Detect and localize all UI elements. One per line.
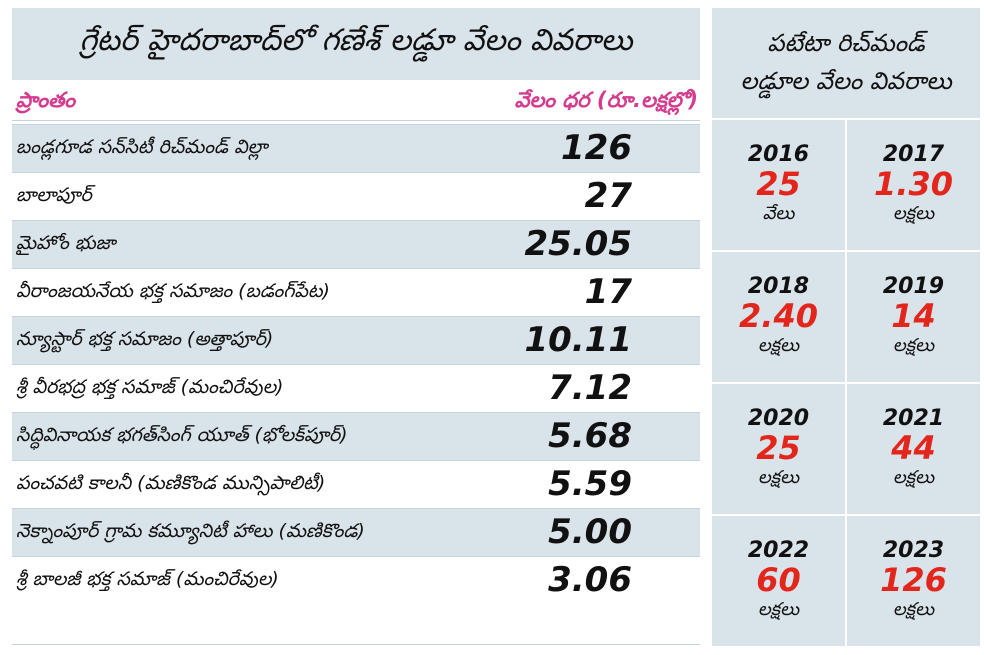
row-place: మైహోం భుజా [16,232,116,254]
row-place: బాలాపూర్ [16,184,92,206]
row-place: న్యూస్టార్ భక్త సమాజం (అత్తాపూర్) [16,328,274,350]
panel-title: పటేటా రిచ్‌మండ్ లడ్డూల వేలం వివరాలు [712,8,980,116]
year-value: 25 [756,165,801,204]
row-place: శ్రీ బాలజీ భక్త సమాజ్ (మంచిరేవుల) [16,568,279,590]
year-label: 2022 [747,538,810,564]
table-row: వీరాంజయనేయ భక్త సమాజం (బడంగ్‌పేట) 17 [12,268,700,316]
year-cell: 2020 25 లక్షలు [712,384,847,514]
year-grid-row: 2018 2.40 లక్షలు 2019 14 లక్షలు [712,252,980,384]
year-value: 126 [880,561,947,600]
year-cell: 2018 2.40 లక్షలు [712,252,847,382]
richmond-history-panel: పటేటా రిచ్‌మండ్ లడ్డూల వేలం వివరాలు 2016… [712,8,980,648]
year-cell: 2019 14 లక్షలు [847,252,980,382]
row-place: శ్రీ వీరభద్ర భక్త సమాజ్ (మంచిరేవుల) [16,376,284,398]
year-unit: లక్షలు [892,466,935,488]
row-price: 5.00 [548,512,632,552]
year-unit: లక్షలు [892,334,935,356]
row-price: 25.05 [524,224,632,264]
year-label: 2023 [882,538,945,564]
row-price: 17 [584,272,632,312]
year-grid-row: 2022 60 లక్షలు 2023 126 లక్షలు [712,516,980,648]
year-cell: 2021 44 లక్షలు [847,384,980,514]
year-label: 2020 [747,406,810,432]
panel-title-line1: పటేటా రిచ్‌మండ్ [767,28,925,57]
table-row: మైహోం భుజా 25.05 [12,220,700,268]
year-value: 25 [756,429,801,468]
year-label: 2019 [882,274,945,300]
year-unit: లక్షలు [757,598,800,620]
table-row: సిద్ధివినాయక భగత్‌సింగ్ యూత్ (భోలక్‌పూర్… [12,412,700,460]
row-price: 7.12 [548,368,632,408]
table-title: గ్రేటర్ హైదరాబాద్‌లో గణేశ్ లడ్డూ వేలం వి… [12,8,700,80]
column-header-price: వేలం ధర (రూ.లక్షల్లో) [514,88,698,112]
table-row: న్యూస్టార్ భక్త సమాజం (అత్తాపూర్) 10.11 [12,316,700,364]
table-row: బండ్లగూడ సన్‌సిటీ రిచ్‌మండ్ విల్లా 126 [12,124,700,172]
year-unit: లక్షలు [757,334,800,356]
row-price: 5.59 [548,464,632,504]
year-grid: 2016 25 వేలు 2017 1.30 లక్షలు 2018 2.40 … [712,118,980,648]
year-value: 1.30 [874,165,953,204]
table-row: నెక్నాంపూర్ గ్రామ కమ్యూనిటీ హాలు (మణికొం… [12,508,700,556]
year-cell: 2022 60 లక్షలు [712,516,847,646]
year-grid-row: 2016 25 వేలు 2017 1.30 లక్షలు [712,120,980,252]
year-cell: 2016 25 వేలు [712,120,847,250]
year-label: 2016 [747,142,810,168]
year-value: 44 [891,429,936,468]
table-body: బండ్లగూడ సన్‌సిటీ రిచ్‌మండ్ విల్లా 126 బ… [12,124,700,604]
row-price: 10.11 [524,320,632,360]
row-price: 3.06 [548,560,632,600]
year-cell: 2023 126 లక్షలు [847,516,980,646]
year-unit: లక్షలు [757,466,800,488]
row-place: పంచవటి కాలనీ (మణికొండ మున్సిపాలిటీ) [16,472,326,494]
row-place: సిద్ధివినాయక భగత్‌సింగ్ యూత్ (భోలక్‌పూర్… [16,424,348,446]
year-cell: 2017 1.30 లక్షలు [847,120,980,250]
row-place: బండ్లగూడ సన్‌సిటీ రిచ్‌మండ్ విల్లా [16,136,268,158]
table-row: శ్రీ బాలజీ భక్త సమాజ్ (మంచిరేవుల) 3.06 [12,556,700,604]
column-header-place: ప్రాంతం [16,88,76,112]
column-header-row: ప్రాంతం వేలం ధర (రూ.లక్షల్లో) [12,84,700,121]
year-unit: వేలు [762,202,795,224]
year-unit: లక్షలు [892,598,935,620]
laddu-auction-table: గ్రేటర్ హైదరాబాద్‌లో గణేశ్ లడ్డూ వేలం వి… [12,8,700,645]
row-price: 5.68 [548,416,632,456]
year-value: 60 [756,561,801,600]
year-value: 2.40 [739,297,818,336]
year-grid-row: 2020 25 లక్షలు 2021 44 లక్షలు [712,384,980,516]
row-price: 126 [561,128,632,168]
row-price: 27 [584,176,632,216]
year-value: 14 [891,297,936,336]
year-label: 2021 [882,406,945,432]
year-unit: లక్షలు [892,202,935,224]
year-label: 2018 [747,274,810,300]
panel-title-line2: లడ్డూల వేలం వివరాలు [740,67,952,95]
table-row: పంచవటి కాలనీ (మణికొండ మున్సిపాలిటీ) 5.59 [12,460,700,508]
row-place: నెక్నాంపూర్ గ్రామ కమ్యూనిటీ హాలు (మణికొం… [16,520,365,542]
table-bottom-rule [12,644,700,645]
year-label: 2017 [882,142,945,168]
row-place: వీరాంజయనేయ భక్త సమాజం (బడంగ్‌పేట) [16,280,330,302]
table-row: బాలాపూర్ 27 [12,172,700,220]
table-row: శ్రీ వీరభద్ర భక్త సమాజ్ (మంచిరేవుల) 7.12 [12,364,700,412]
